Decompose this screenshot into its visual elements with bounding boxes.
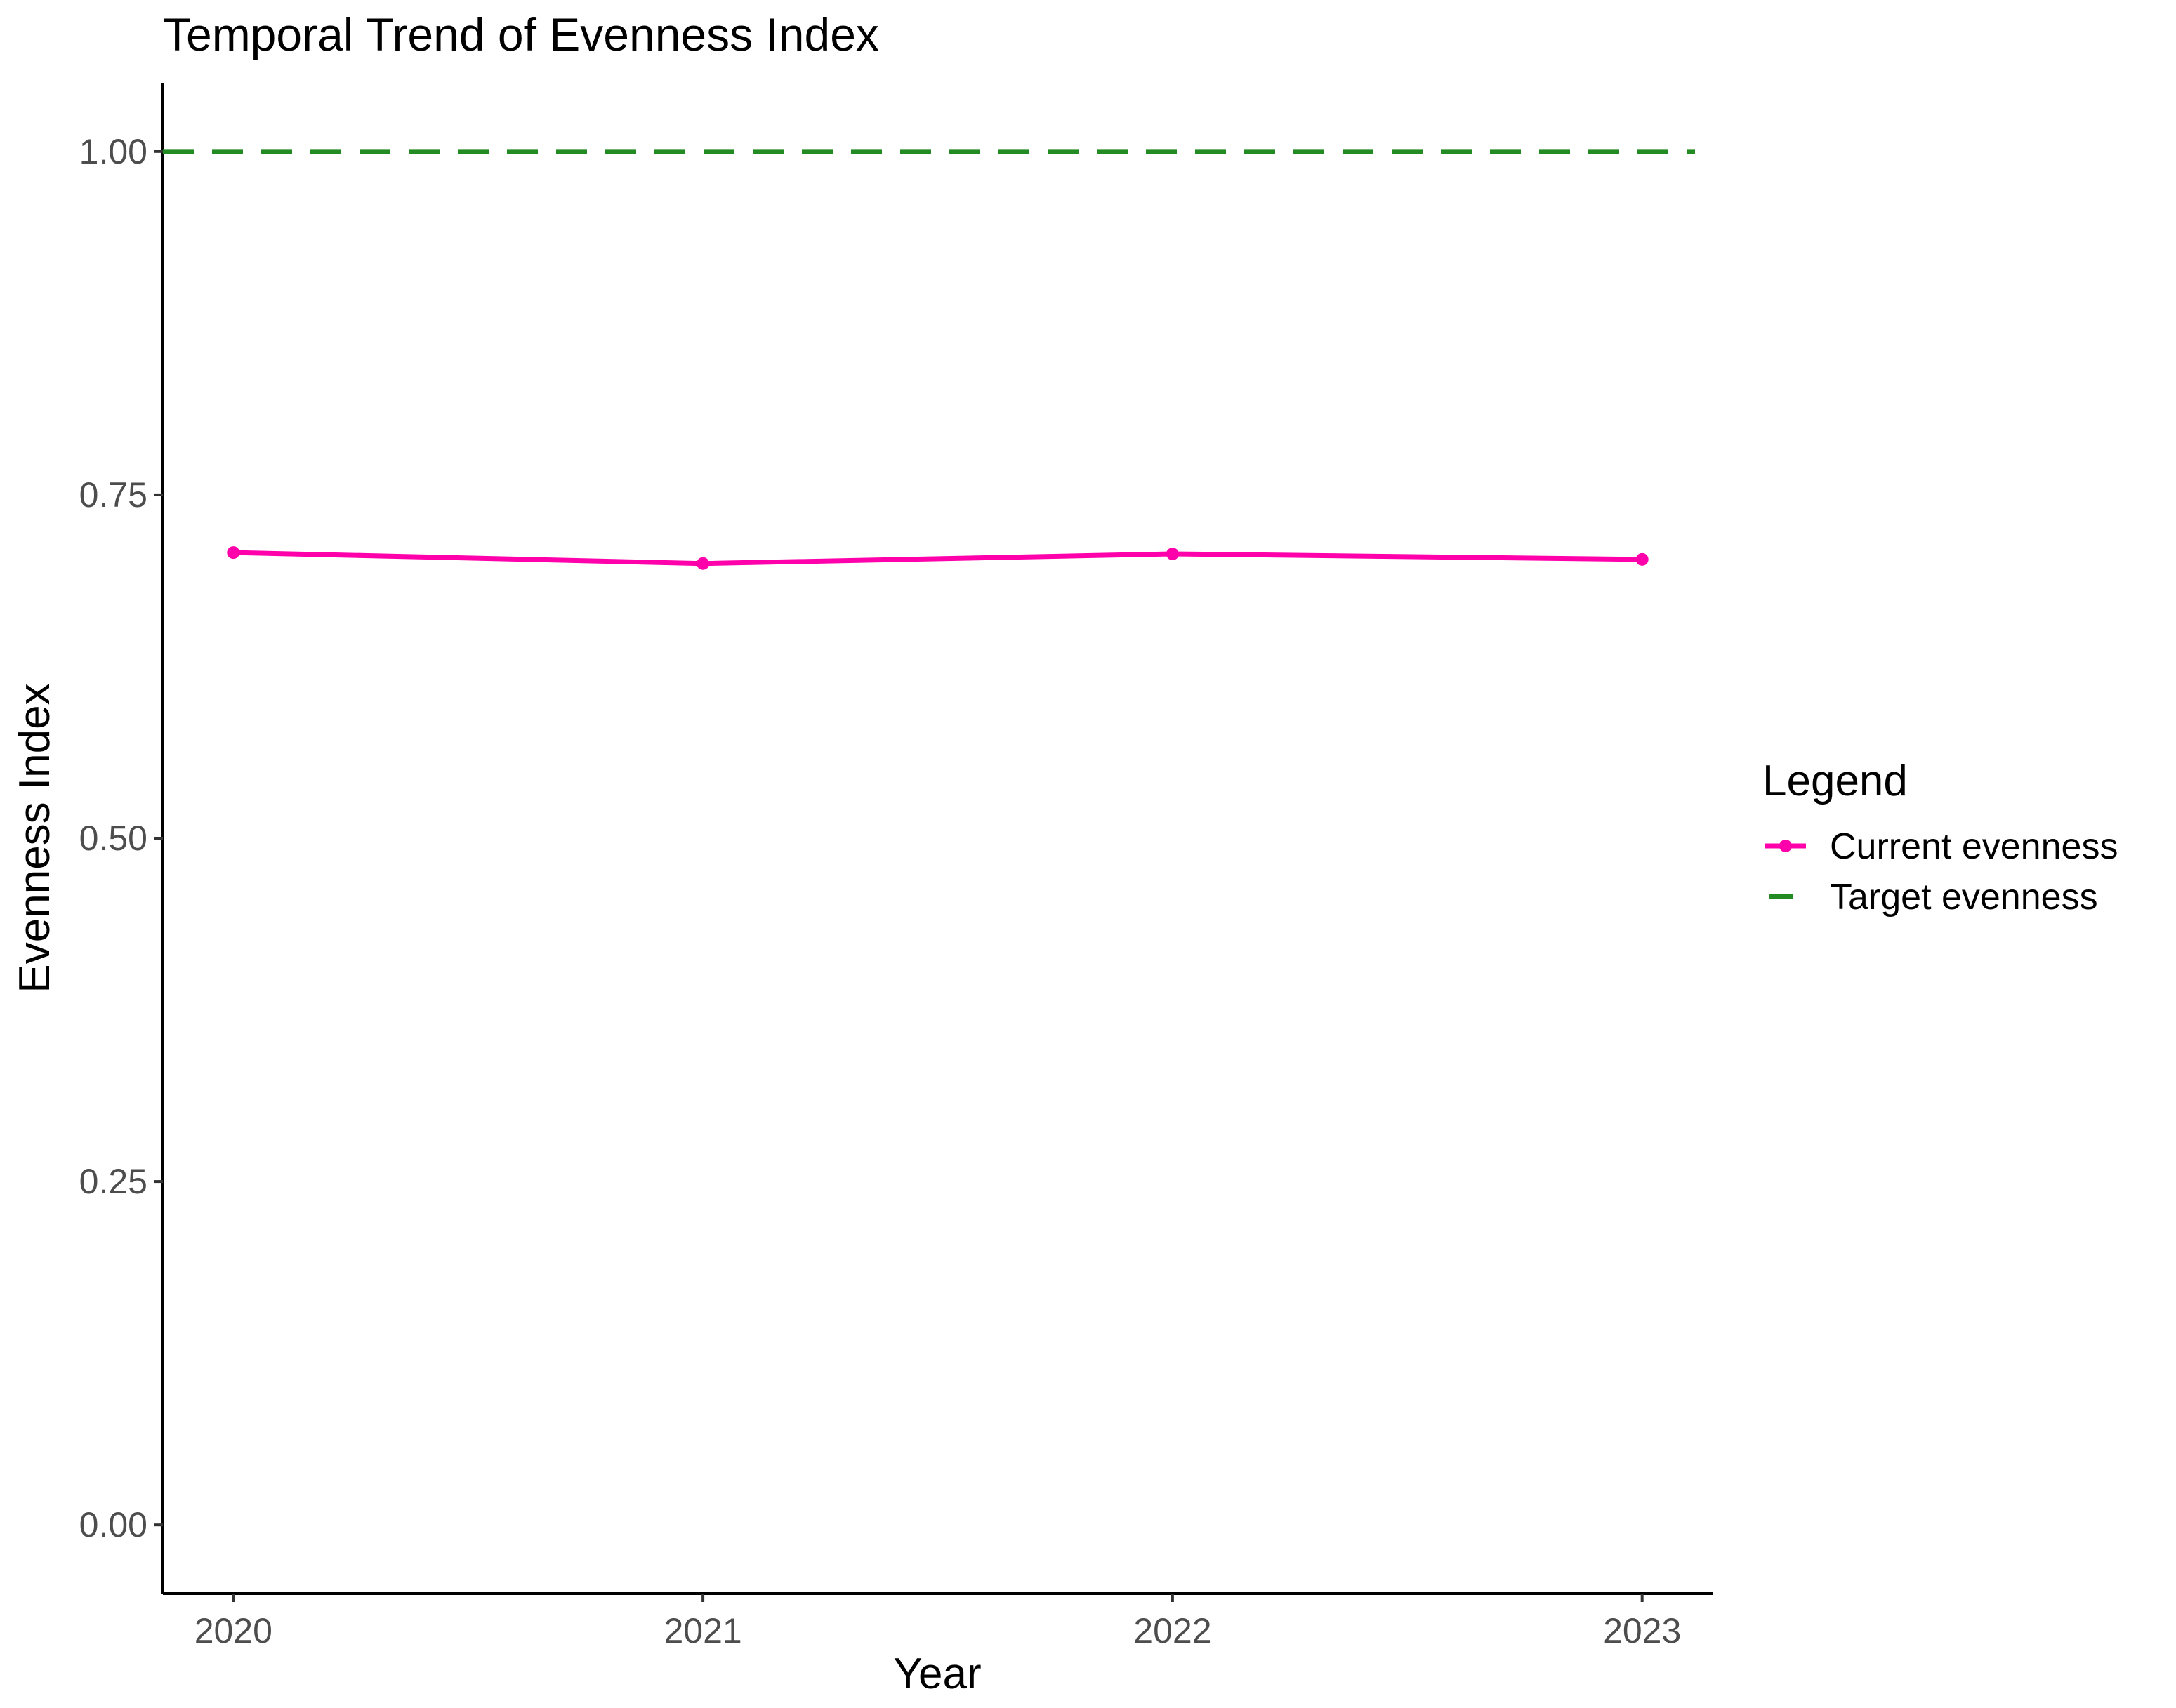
legend-label: Target evenness	[1830, 877, 2098, 918]
y-tick-label: 0.00	[79, 1505, 147, 1544]
x-axis-label: Year	[893, 1650, 981, 1698]
x-tick-label: 2022	[1133, 1611, 1211, 1650]
legend-key-marker	[1779, 840, 1792, 852]
legend-label: Current evenness	[1830, 826, 2118, 867]
y-tick-label: 0.50	[79, 819, 147, 858]
y-tick-label: 0.75	[79, 475, 147, 515]
y-axis-label: Evenness Index	[11, 683, 59, 993]
data-point	[1635, 552, 1649, 566]
series-layer	[163, 149, 1695, 570]
y-tick-label: 0.25	[79, 1162, 147, 1201]
x-tick-label: 2021	[664, 1611, 741, 1650]
data-point	[1166, 548, 1179, 561]
y-ticks: 0.00 0.25 0.50 0.75 1.00	[79, 132, 163, 1544]
x-tick-label: 2020	[194, 1611, 272, 1650]
chart-title: Temporal Trend of Evenness Index	[163, 8, 879, 60]
legend-items: Current evenness Target evenness	[1765, 826, 2118, 918]
plot-area: 0.00 0.25 0.50 0.75 1.00 2020 2021 2022 2023	[79, 83, 1713, 1650]
data-point	[697, 557, 710, 570]
data-point	[227, 546, 240, 560]
x-tick-label: 2023	[1603, 1611, 1681, 1650]
series-line-current-evenness	[230, 550, 1645, 567]
x-ticks: 2020 2021 2022 2023	[194, 1594, 1681, 1650]
legend: Legend Current evenness Target evenness	[1762, 757, 2118, 918]
legend-title: Legend	[1762, 757, 1908, 805]
y-tick-label: 1.00	[79, 132, 147, 171]
